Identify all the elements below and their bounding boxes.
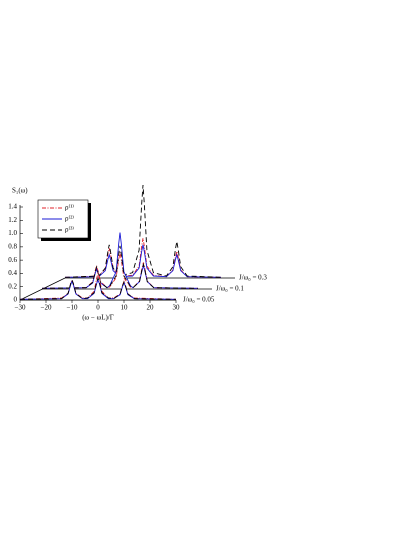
y-tick-label: 0.8 (8, 242, 17, 250)
x-tick-label: 20 (147, 304, 155, 312)
trace: J/ω₀ = 0.3 (64, 184, 267, 282)
legend-label: ρ⁽¹⁾ (65, 204, 74, 212)
x-tick-label: −10 (67, 304, 78, 312)
y-tick-label: 0.2 (8, 282, 17, 290)
y-axis-label: S₁(ω) (12, 187, 28, 195)
y-tick-label: 0 (14, 296, 18, 304)
spectrum-line (64, 244, 222, 278)
y-tick-label: 0.4 (8, 269, 17, 277)
x-tick-label: −20 (41, 304, 52, 312)
spectrum-line (19, 278, 177, 300)
trace-label: J/ω₀ = 0.3 (239, 274, 267, 282)
spectrum-line (19, 271, 177, 300)
trace: J/ω₀ = 0.05 (19, 271, 215, 304)
spectrum-line (19, 276, 177, 300)
x-tick-label: 10 (121, 304, 129, 312)
occluder (42, 232, 198, 289)
occluder (65, 185, 221, 278)
occluder (20, 273, 176, 300)
y-tick-label: 1.2 (8, 216, 17, 224)
y-tick-label: 0.6 (8, 256, 17, 264)
spectrum-line (41, 245, 199, 289)
spectrum-line (64, 184, 222, 278)
legend-label: ρ⁽³⁾ (65, 226, 74, 234)
trace-label: J/ω₀ = 0.1 (216, 285, 244, 293)
x-axis-label: (ω − ωL)/Γ (82, 314, 114, 322)
trace-label: J/ω₀ = 0.05 (183, 296, 215, 304)
y-tick-label: 1.4 (8, 203, 17, 211)
x-tick-label: −30 (15, 304, 26, 312)
x-tick-label: 0 (96, 304, 100, 312)
legend-label: ρ⁽²⁾ (65, 215, 74, 223)
y-tick-label: 1.0 (8, 229, 17, 237)
spectrum-line (64, 238, 222, 278)
spectrum-line (41, 232, 199, 289)
trace: J/ω₀ = 0.1 (41, 232, 244, 293)
x-tick-label: 30 (173, 304, 181, 312)
